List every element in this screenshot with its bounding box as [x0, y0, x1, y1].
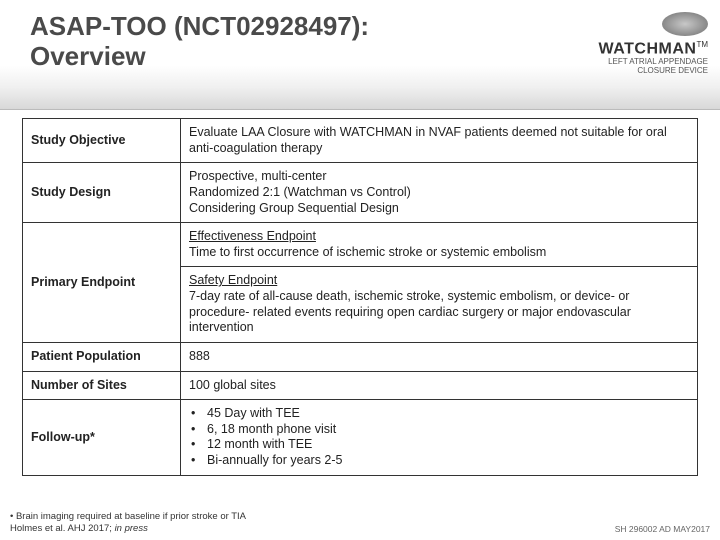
study-table: Study Objective Evaluate LAA Closure wit…	[22, 118, 698, 476]
effectiveness-body: Time to first occurrence of ischemic str…	[189, 245, 546, 259]
row-value: 45 Day with TEE6, 18 month phone visit12…	[181, 400, 698, 476]
safety-body: 7-day rate of all-cause death, ischemic …	[189, 289, 631, 334]
row-value: Prospective, multi-centerRandomized 2:1 …	[181, 163, 698, 223]
slide-header: ASAP-TOO (NCT02928497): Overview WATCHMA…	[0, 0, 720, 110]
brand-name-row: WATCHMANTM	[599, 40, 708, 58]
row-label: Primary Endpoint	[23, 223, 181, 343]
watchman-device-icon	[662, 12, 708, 36]
row-label: Study Design	[23, 163, 181, 223]
table-row: Follow-up* 45 Day with TEE6, 18 month ph…	[23, 400, 698, 476]
effectiveness-endpoint: Effectiveness Endpoint Time to first occ…	[181, 223, 698, 267]
brand-tm: TM	[696, 40, 708, 49]
row-label: Patient Population	[23, 342, 181, 371]
ref-ital: in press	[115, 523, 148, 534]
safety-head: Safety Endpoint	[189, 273, 277, 287]
page-title: ASAP-TOO (NCT02928497): Overview	[30, 12, 369, 72]
title-line2: Overview	[30, 41, 146, 71]
list-item: 6, 18 month phone visit	[191, 422, 689, 438]
list-item: 12 month with TEE	[191, 437, 689, 453]
title-line1: ASAP-TOO (NCT02928497):	[30, 11, 369, 41]
list-item: Bi-annually for years 2-5	[191, 453, 689, 469]
table-row: Study Objective Evaluate LAA Closure wit…	[23, 119, 698, 163]
brand-block: WATCHMANTM LEFT ATRIAL APPENDAGE CLOSURE…	[599, 12, 708, 76]
brand-name: WATCHMAN	[599, 40, 697, 57]
row-value: 100 global sites	[181, 371, 698, 400]
followup-bullets: 45 Day with TEE6, 18 month phone visit12…	[189, 406, 689, 469]
table-row: Number of Sites 100 global sites	[23, 371, 698, 400]
slide-footer: Brain imaging required at baseline if pr…	[10, 511, 710, 534]
row-value: Evaluate LAA Closure with WATCHMAN in NV…	[181, 119, 698, 163]
row-label: Follow-up*	[23, 400, 181, 476]
brand-tagline2: CLOSURE DEVICE	[599, 67, 708, 76]
footnote: Brain imaging required at baseline if pr…	[10, 511, 710, 522]
ref-pre: Holmes et al. AHJ 2017;	[10, 523, 115, 534]
table-row: Patient Population 888	[23, 342, 698, 371]
table-row: Primary Endpoint Effectiveness Endpoint …	[23, 223, 698, 267]
list-item: 45 Day with TEE	[191, 406, 689, 422]
effectiveness-head: Effectiveness Endpoint	[189, 229, 316, 243]
table-row: Study Design Prospective, multi-centerRa…	[23, 163, 698, 223]
document-code: SH 296002 AD MAY2017	[615, 524, 710, 534]
content-area: Study Objective Evaluate LAA Closure wit…	[0, 110, 720, 476]
reference: Holmes et al. AHJ 2017; in press	[10, 523, 710, 534]
row-label: Number of Sites	[23, 371, 181, 400]
row-value: 888	[181, 342, 698, 371]
safety-endpoint: Safety Endpoint 7-day rate of all-cause …	[181, 267, 698, 343]
row-label: Study Objective	[23, 119, 181, 163]
